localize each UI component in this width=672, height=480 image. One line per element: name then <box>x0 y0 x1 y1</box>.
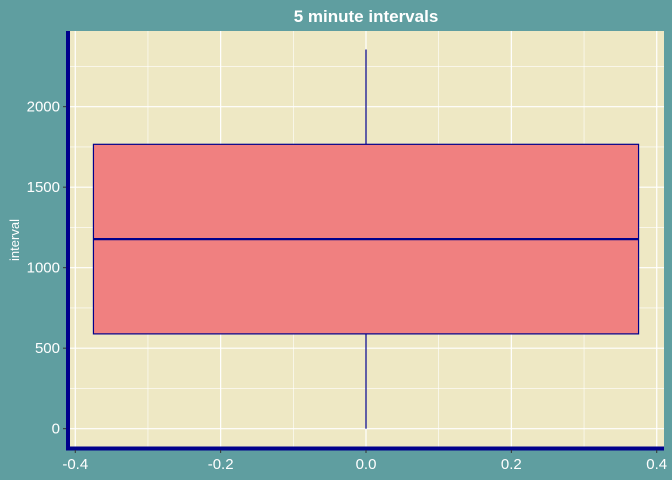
x-tick-label: -0.4 <box>62 456 88 473</box>
x-ticks: -0.4 -0.2 0.0 0.2 0.4 <box>62 450 667 473</box>
y-tick-label: 0 <box>52 421 60 438</box>
x-tick-label: 0.4 <box>646 456 667 473</box>
chart-title: 5 minute intervals <box>294 7 439 26</box>
y-tick-label: 1500 <box>27 179 60 196</box>
y-tick-label: 500 <box>35 340 60 357</box>
y-tick-label: 1000 <box>27 260 60 277</box>
x-tick-label: -0.2 <box>208 456 234 473</box>
x-tick-label: 0.2 <box>501 456 522 473</box>
y-axis-label: interval <box>7 219 22 261</box>
y-tick-label: 2000 <box>27 99 60 116</box>
x-tick-label: 0.0 <box>356 456 377 473</box>
y-ticks: 0 500 1000 1500 2000 <box>27 99 66 438</box>
box-layer <box>92 49 640 429</box>
